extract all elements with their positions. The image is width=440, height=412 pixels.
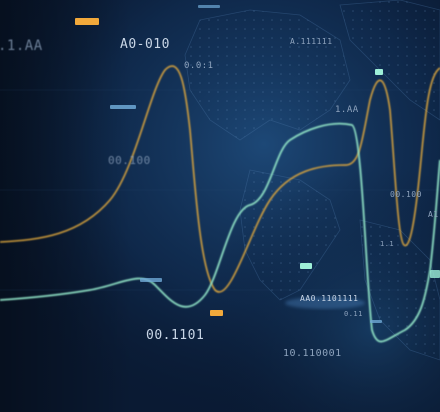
label-5: 1.AA xyxy=(335,105,359,115)
label-8: AA0.1101111 xyxy=(300,294,359,303)
label-3: 0.0:1 xyxy=(184,61,214,71)
label-7: 00.100 xyxy=(390,190,422,199)
grid-lines xyxy=(0,89,440,291)
label-1: .1.AA xyxy=(0,38,43,54)
label-4: A.111111 xyxy=(290,37,333,46)
label-9: 00.1101 xyxy=(146,328,205,343)
label-13: A1 xyxy=(428,210,439,219)
label-11: 0.11 xyxy=(344,310,363,318)
blue-ticks xyxy=(110,5,382,323)
label-12: 1.1 xyxy=(380,240,395,248)
label-10: 10.110001 xyxy=(283,348,342,359)
mint-ticks xyxy=(300,69,440,278)
orange-series-line xyxy=(0,65,440,293)
orange-ticks xyxy=(75,18,223,316)
label-6: 00.100 xyxy=(108,154,151,167)
label-2: A0-010 xyxy=(120,37,170,52)
